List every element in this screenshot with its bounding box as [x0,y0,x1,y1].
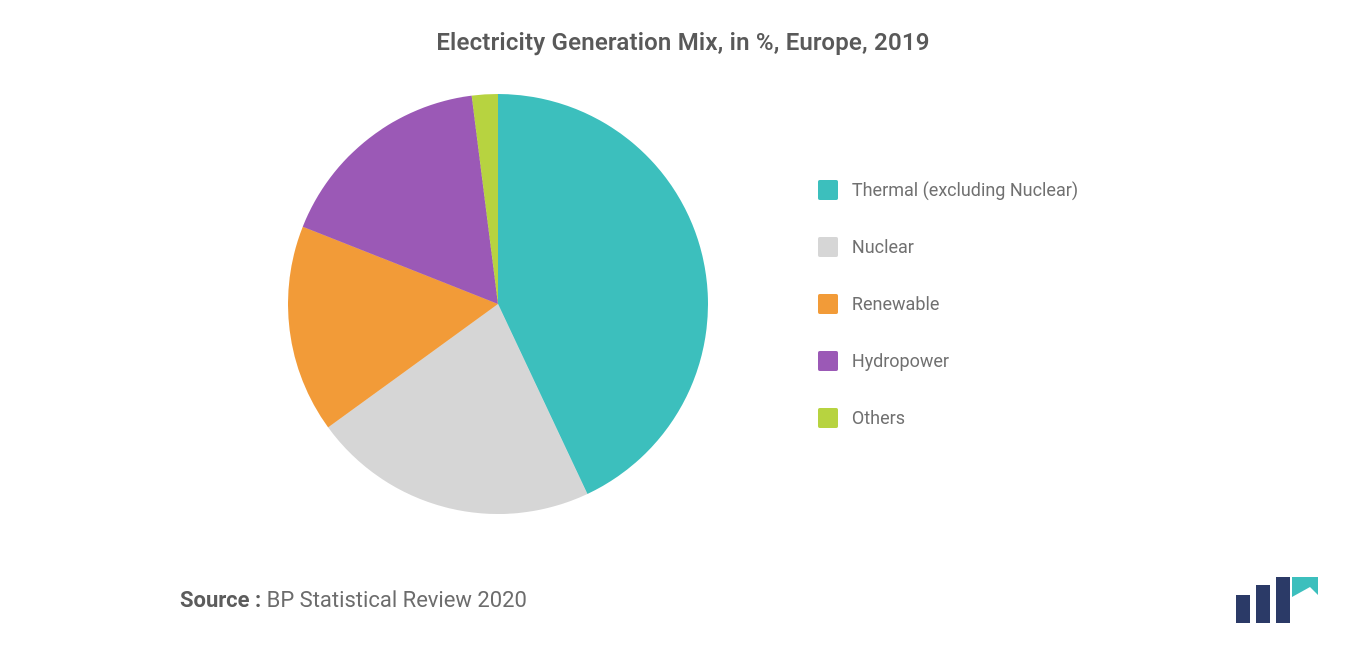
legend-swatch [818,237,838,257]
legend-swatch [818,351,838,371]
legend-item: Hydropower [818,351,1078,372]
legend-label: Nuclear [852,237,914,258]
legend-label: Thermal (excluding Nuclear) [852,180,1078,201]
source-line: Source : BP Statistical Review 2020 [180,588,527,613]
chart-title: Electricity Generation Mix, in %, Europe… [40,28,1326,56]
brand-logo [1234,577,1318,625]
legend-item: Renewable [818,294,1078,315]
legend: Thermal (excluding Nuclear) Nuclear Renewa… [818,180,1078,429]
chart-container: Electricity Generation Mix, in %, Europe… [0,0,1366,655]
pie-chart [288,94,708,514]
legend-swatch [818,180,838,200]
legend-label: Hydropower [852,351,949,372]
chart-row: Thermal (excluding Nuclear) Nuclear Renewa… [40,94,1326,514]
legend-item: Others [818,408,1078,429]
source-label: Source : [180,588,261,613]
pie-svg [288,94,708,514]
legend-label: Others [852,408,905,429]
legend-label: Renewable [852,294,939,315]
brand-logo-icon [1234,577,1318,625]
legend-item: Thermal (excluding Nuclear) [818,180,1078,201]
source-text: BP Statistical Review 2020 [267,588,527,613]
legend-swatch [818,294,838,314]
legend-swatch [818,408,838,428]
legend-item: Nuclear [818,237,1078,258]
